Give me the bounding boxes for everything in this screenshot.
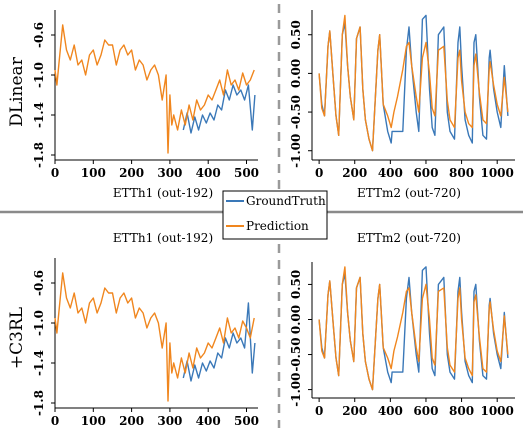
x-tick-label: 800 — [449, 404, 474, 418]
y-tick-label: -1.00 — [289, 372, 303, 406]
series-line-groundtruth-dlinear-ettm2 — [318, 14, 509, 152]
legend-box — [222, 190, 328, 240]
x-tick-label: 200 — [342, 166, 367, 180]
x-tick-label: 500 — [234, 166, 259, 180]
x-tick-label: 800 — [449, 166, 474, 180]
y-tick-label: -1.8 — [32, 142, 46, 168]
series-line-prediction-dlinear-ettm2 — [318, 14, 509, 152]
x-tick-label: 600 — [413, 404, 438, 418]
y-tick-label: -0.6 — [32, 270, 46, 296]
x-tick-label: 400 — [378, 166, 403, 180]
caption-c3rl-etth1: ETTh1 (out-192) — [113, 231, 213, 245]
x-tick-label: 1000 — [480, 166, 513, 180]
y-tick-label: -1.4 — [32, 350, 46, 376]
x-tick-label: 300 — [157, 414, 182, 428]
y-tick-label: 0.00 — [289, 305, 303, 334]
x-tick-label: 1000 — [480, 404, 513, 418]
y-tick-label: -0.6 — [32, 22, 46, 48]
y-tick-label: -1.4 — [32, 102, 46, 128]
x-tick-label: 0 — [315, 166, 323, 180]
x-tick-label: 0 — [51, 166, 59, 180]
legend: GroundTruth Prediction — [222, 190, 328, 240]
x-tick-label: 400 — [378, 404, 403, 418]
panel-c3rl-ettm2: 0 200 400 600 800 1000 0.50 0.00 -0.50-1.00 — [289, 262, 515, 418]
caption-dlinear-ettm2: ETTm2 (out-720) — [357, 186, 461, 200]
x-tick-label: 500 — [234, 414, 259, 428]
x-tick-label: 300 — [157, 166, 182, 180]
series-line-prediction-dlinear-etth1 — [54, 24, 255, 154]
x-tick-label: 0 — [315, 404, 323, 418]
legend-label-groundtruth: GroundTruth — [246, 194, 326, 208]
y-tick-label: 0.50 — [289, 20, 303, 49]
y-tick-label: -1.00 — [289, 134, 303, 168]
series-line-prediction-c3rl-etth1 — [54, 272, 255, 402]
x-tick-label: 100 — [81, 414, 106, 428]
y-tick-label: -0.50 — [289, 95, 303, 129]
x-tick-label: 400 — [196, 414, 221, 428]
x-tick-label: 200 — [119, 414, 144, 428]
series-line-groundtruth-dlinear-etth1 — [182, 84, 256, 134]
panel-dlinear-ettm2: 0 200 400 600 800 1000 0.50 0.00 -0.50 -1.00 — [289, 10, 515, 180]
y-tick-label: 0.50 — [289, 270, 303, 299]
x-tick-label: 0 — [51, 414, 59, 428]
series-line-groundtruth-c3rl-etth1 — [182, 302, 256, 382]
y-tick-label: -1.0 — [32, 310, 46, 336]
row-label-dlinear: DLinear — [7, 56, 27, 127]
panel-c3rl-etth1: 0 100 200 300 400 500 -0.6 -1.0 -1.4 -1.8 — [32, 258, 259, 428]
y-tick-label: -1.8 — [32, 390, 46, 416]
legend-label-prediction: Prediction — [246, 219, 309, 233]
x-tick-label: 100 — [81, 166, 106, 180]
panel-dlinear-etth1: 0 100 200 300 400 500 -0.6 -1.0 -1.4 -1.8 — [32, 10, 259, 180]
y-tick-label: -1.0 — [32, 62, 46, 88]
series-line-prediction-c3rl-ettm2 — [318, 266, 509, 391]
row-label-c3rl: +C3RL — [7, 307, 27, 369]
caption-dlinear-etth1: ETTh1 (out-192) — [113, 186, 213, 200]
x-tick-label: 200 — [342, 404, 367, 418]
y-tick-label: 0.00 — [289, 59, 303, 88]
x-tick-label: 200 — [119, 166, 144, 180]
x-tick-label: 600 — [413, 166, 438, 180]
y-tick-label: -0.50 — [289, 337, 303, 371]
x-tick-label: 400 — [196, 166, 221, 180]
caption-c3rl-ettm2: ETTm2 (out-720) — [357, 231, 461, 245]
